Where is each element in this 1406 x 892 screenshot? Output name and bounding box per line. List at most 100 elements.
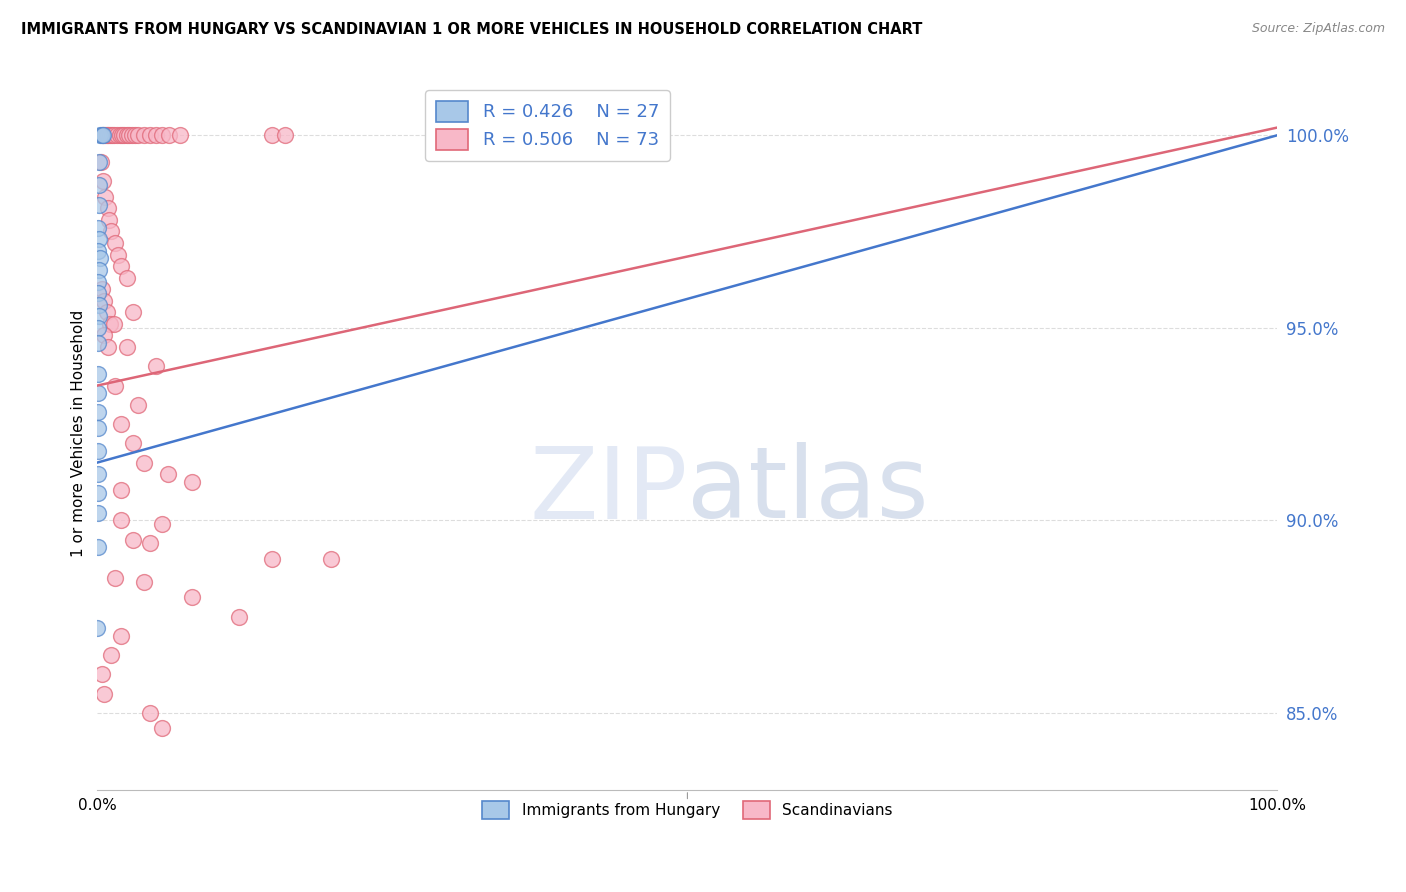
Point: [260, 128, 283, 143]
Point: [110, 483, 132, 497]
Point: [150, 517, 173, 532]
Point: [87, 421, 110, 435]
Y-axis label: 1 or more Vehicles in Household: 1 or more Vehicles in Household: [72, 310, 86, 558]
Point: [118, 128, 141, 143]
Point: [87, 244, 110, 258]
Point: [145, 128, 167, 143]
Point: [87, 220, 110, 235]
Point: [90, 282, 112, 296]
Point: [107, 247, 129, 261]
Point: [86, 541, 108, 555]
Point: [87, 155, 110, 169]
Point: [87, 444, 110, 458]
Point: [97, 202, 120, 216]
Point: [89, 252, 111, 266]
Point: [87, 298, 110, 312]
Point: [97, 213, 120, 227]
Point: [100, 225, 122, 239]
Point: [110, 513, 132, 527]
Point: [96, 305, 118, 319]
Point: [150, 721, 173, 735]
Point: [115, 270, 138, 285]
Point: [86, 405, 108, 419]
Point: [87, 386, 110, 401]
Point: [180, 475, 202, 489]
Point: [180, 591, 202, 605]
Point: [93, 328, 115, 343]
Point: [87, 309, 110, 323]
Point: [90, 155, 112, 169]
Point: [110, 128, 132, 143]
Point: [121, 436, 143, 450]
Point: [89, 232, 111, 246]
Point: [91, 174, 114, 188]
Legend: Immigrants from Hungary, Scandinavians: Immigrants from Hungary, Scandinavians: [475, 795, 898, 825]
Point: [110, 259, 132, 273]
Point: [596, 128, 619, 143]
Text: IMMIGRANTS FROM HUNGARY VS SCANDINAVIAN 1 OR MORE VEHICLES IN HOUSEHOLD CORRELAT: IMMIGRANTS FROM HUNGARY VS SCANDINAVIAN …: [21, 22, 922, 37]
Point: [319, 551, 342, 566]
Point: [100, 648, 122, 662]
Point: [132, 128, 155, 143]
Point: [104, 571, 127, 585]
Text: Source: ZipAtlas.com: Source: ZipAtlas.com: [1251, 22, 1385, 36]
Point: [89, 263, 111, 277]
Point: [124, 128, 146, 143]
Point: [98, 317, 121, 331]
Point: [87, 178, 110, 193]
Point: [145, 359, 167, 374]
Point: [90, 667, 112, 681]
Point: [156, 467, 179, 482]
Point: [139, 706, 162, 720]
Point: [228, 609, 250, 624]
Point: [87, 367, 110, 381]
Point: [127, 398, 149, 412]
Point: [157, 128, 180, 143]
Point: [115, 128, 138, 143]
Point: [105, 128, 128, 143]
Point: [96, 128, 118, 143]
Point: [93, 128, 115, 143]
Point: [87, 320, 110, 334]
Point: [86, 506, 108, 520]
Text: ZIP: ZIP: [529, 442, 688, 539]
Point: [112, 128, 135, 143]
Point: [87, 197, 110, 211]
Point: [127, 128, 149, 143]
Point: [169, 128, 191, 143]
Point: [97, 128, 120, 143]
Point: [274, 128, 297, 143]
Point: [89, 128, 111, 143]
Point: [121, 533, 143, 547]
Point: [101, 128, 124, 143]
Point: [90, 128, 112, 143]
Point: [86, 621, 108, 635]
Point: [94, 190, 117, 204]
Point: [87, 286, 110, 301]
Point: [110, 417, 132, 431]
Point: [97, 340, 120, 354]
Point: [110, 629, 132, 643]
Point: [260, 551, 283, 566]
Point: [91, 128, 114, 143]
Point: [108, 128, 131, 143]
Point: [86, 486, 108, 500]
Point: [93, 128, 115, 143]
Point: [93, 293, 115, 308]
Point: [121, 128, 143, 143]
Point: [115, 340, 138, 354]
Point: [104, 378, 127, 392]
Point: [139, 128, 162, 143]
Point: [87, 336, 110, 351]
Text: atlas: atlas: [688, 442, 929, 539]
Point: [87, 275, 110, 289]
Point: [139, 536, 162, 550]
Point: [103, 128, 125, 143]
Point: [87, 467, 110, 482]
Point: [134, 456, 156, 470]
Point: [104, 235, 127, 250]
Point: [98, 128, 121, 143]
Point: [103, 317, 125, 331]
Point: [121, 305, 143, 319]
Point: [152, 128, 174, 143]
